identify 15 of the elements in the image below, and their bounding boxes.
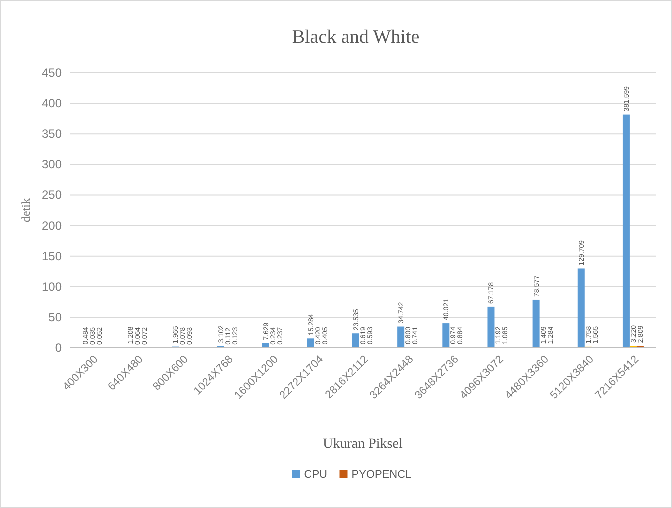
y-tick-label: 100 (42, 280, 62, 294)
y-tick-label: 450 (42, 66, 62, 80)
legend-label: CPU (304, 469, 328, 481)
y-tick-label: 150 (42, 249, 62, 264)
y-tick-label: 200 (42, 218, 62, 233)
y-axis-title: detik (19, 198, 33, 222)
y-tick-label: 350 (42, 127, 62, 142)
chart-title: Black and White (292, 27, 420, 48)
legend-label: PYOPENCL (352, 469, 412, 481)
y-tick-label: 250 (42, 188, 62, 202)
y-tick-label: 300 (42, 158, 62, 172)
x-axis-title: Ukuran Piksel (323, 437, 403, 452)
y-tick-label: 50 (48, 310, 62, 324)
y-tick-label: 400 (42, 96, 62, 111)
y-tick-label: 0 (55, 341, 62, 355)
